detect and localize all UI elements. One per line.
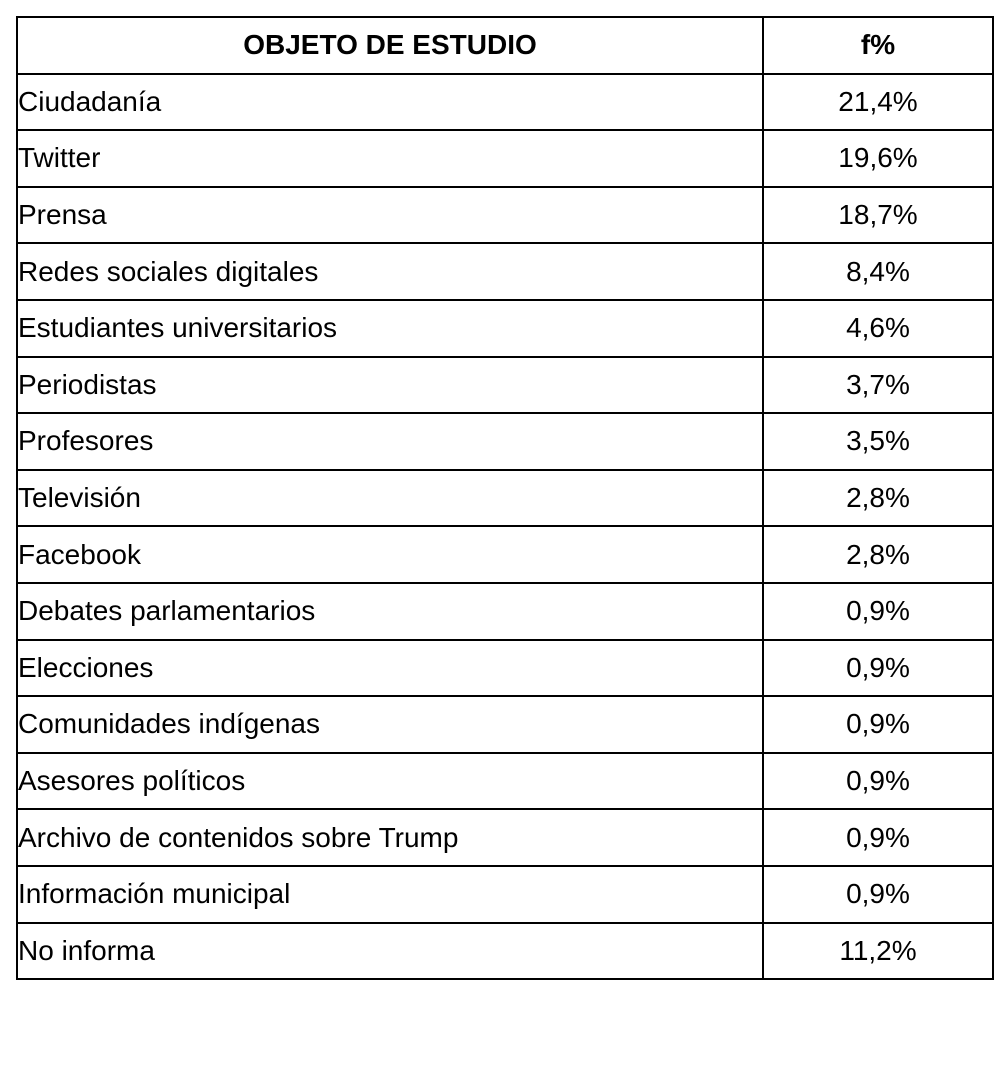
table-row: Ciudadanía 21,4% <box>16 72 994 132</box>
cell-percent: 0,9% <box>762 864 994 924</box>
cell-objeto: Redes sociales digitales <box>16 242 764 301</box>
table-row: Prensa 18,7% <box>16 185 994 245</box>
header-frequency-percent: f% <box>762 16 994 75</box>
cell-objeto: Asesores políticos <box>16 751 764 811</box>
table-row: Comunidades indígenas 0,9% <box>16 695 994 754</box>
table-row: Twitter 19,6% <box>16 129 994 188</box>
cell-percent: 0,9% <box>762 695 994 754</box>
cell-percent: 8,4% <box>762 242 994 301</box>
cell-percent: 0,9% <box>762 581 994 641</box>
cell-percent: 2,8% <box>762 468 994 528</box>
cell-objeto: Archivo de contenidos sobre Trump <box>16 808 764 867</box>
table-row: No informa 11,2% <box>16 921 994 981</box>
cell-objeto: Facebook <box>16 525 764 584</box>
cell-objeto: Estudiantes universitarios <box>16 298 764 358</box>
table-row: Periodistas 3,7% <box>16 355 994 415</box>
cell-objeto: Ciudadanía <box>16 72 764 132</box>
table-row: Información municipal 0,9% <box>16 864 994 924</box>
cell-percent: 21,4% <box>762 72 994 132</box>
cell-objeto: Comunidades indígenas <box>16 695 764 754</box>
cell-percent: 2,8% <box>762 525 994 584</box>
table-body: Ciudadanía 21,4% Twitter 19,6% Prensa 18… <box>16 72 994 981</box>
cell-objeto: Información municipal <box>16 864 764 924</box>
cell-percent: 3,7% <box>762 355 994 415</box>
cell-percent: 0,9% <box>762 638 994 698</box>
header-row: OBJETO DE ESTUDIO f% <box>16 16 994 75</box>
table-row: Televisión 2,8% <box>16 468 994 528</box>
table-row: Redes sociales digitales 8,4% <box>16 242 994 301</box>
table-row: Asesores políticos 0,9% <box>16 751 994 811</box>
header-objeto-de-estudio: OBJETO DE ESTUDIO <box>16 16 764 75</box>
cell-percent: 0,9% <box>762 751 994 811</box>
cell-objeto: No informa <box>16 921 764 981</box>
cell-objeto: Prensa <box>16 185 764 245</box>
cell-percent: 3,5% <box>762 412 994 471</box>
cell-objeto: Debates parlamentarios <box>16 581 764 641</box>
cell-objeto: Profesores <box>16 412 764 471</box>
cell-percent: 19,6% <box>762 129 994 188</box>
cell-objeto: Elecciones <box>16 638 764 698</box>
cell-percent: 0,9% <box>762 808 994 867</box>
cell-objeto: Televisión <box>16 468 764 528</box>
table-row: Estudiantes universitarios 4,6% <box>16 298 994 358</box>
table-row: Debates parlamentarios 0,9% <box>16 581 994 641</box>
table-row: Archivo de contenidos sobre Trump 0,9% <box>16 808 994 867</box>
cell-percent: 4,6% <box>762 298 994 358</box>
cell-percent: 11,2% <box>762 921 994 981</box>
cell-percent: 18,7% <box>762 185 994 245</box>
data-table: OBJETO DE ESTUDIO f% Ciudadanía 21,4% Tw… <box>16 16 994 981</box>
table-row: Profesores 3,5% <box>16 412 994 471</box>
table-row: Elecciones 0,9% <box>16 638 994 698</box>
table-row: Facebook 2,8% <box>16 525 994 584</box>
cell-objeto: Twitter <box>16 129 764 188</box>
cell-objeto: Periodistas <box>16 355 764 415</box>
